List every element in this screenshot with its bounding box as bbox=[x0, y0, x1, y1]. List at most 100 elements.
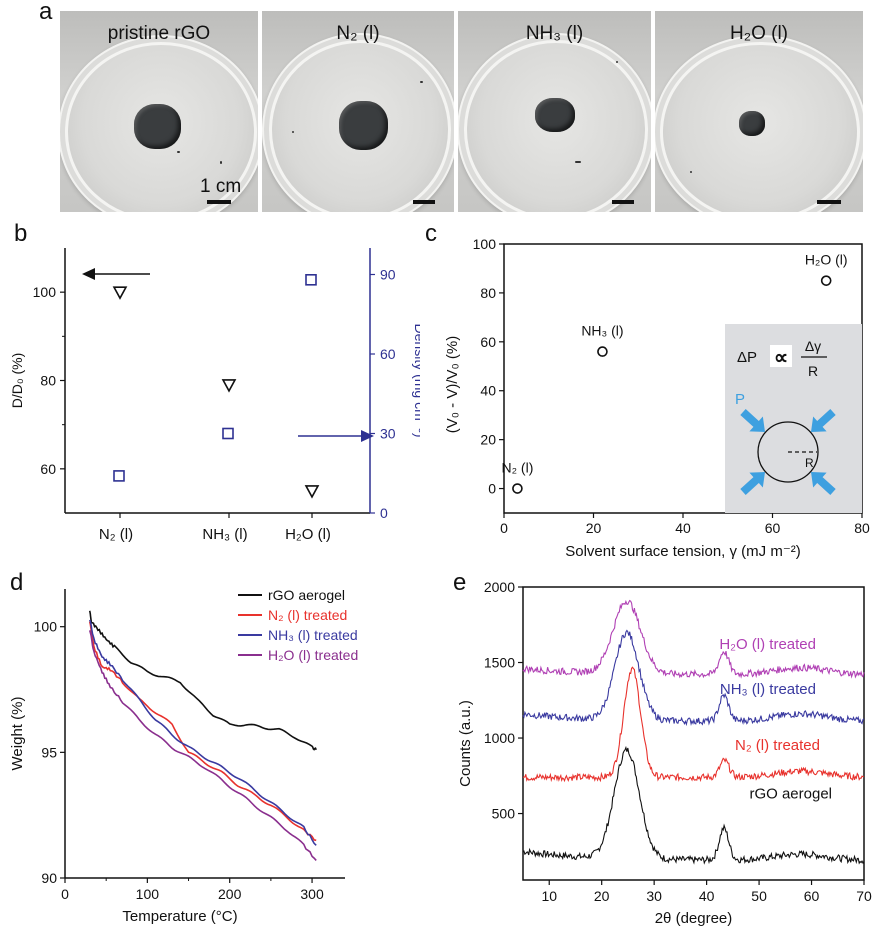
debris bbox=[690, 171, 692, 173]
panel-label-a: a bbox=[39, 0, 53, 25]
data-point bbox=[597, 346, 608, 357]
legend-label: NH₃ (l) treated bbox=[268, 627, 358, 643]
photo-title: pristine rGO bbox=[107, 23, 211, 44]
y-axis-label: D/D₀ (%) bbox=[9, 353, 25, 409]
photo-pristine-rgo: pristine rGO 1 cm bbox=[60, 11, 258, 212]
square-point bbox=[305, 273, 317, 286]
x-tick-label: 40 bbox=[675, 520, 691, 536]
point-label: H₂O (l) bbox=[805, 252, 848, 268]
data-point bbox=[820, 275, 832, 286]
xrd-trace bbox=[522, 666, 865, 783]
pressure-arrow bbox=[740, 472, 765, 495]
series-label: H₂O (l) treated bbox=[719, 636, 816, 653]
y-axis-label: Weight (%) bbox=[9, 697, 26, 771]
xrd-trace bbox=[522, 599, 865, 679]
debris bbox=[177, 151, 180, 153]
series-line bbox=[88, 630, 317, 861]
y-right-tick-label: 60 bbox=[380, 346, 396, 362]
x-tick-label: 70 bbox=[856, 888, 872, 904]
chart-b-shrinkage-density: 60 80 100 0 30 60 90 N₂ (l) NH₃ (l) H₂O (l) D/D₀ (… bbox=[9, 248, 420, 543]
x-tick-label: 0 bbox=[500, 520, 508, 536]
y-tick-label: 2000 bbox=[484, 579, 515, 595]
series-label: rGO aerogel bbox=[749, 785, 832, 802]
debris bbox=[616, 61, 618, 63]
pressure-arrow bbox=[740, 409, 765, 432]
point-label: NH₃ (l) bbox=[581, 323, 623, 339]
x-tick-label: 60 bbox=[804, 888, 820, 904]
y-right-axis-label: Density (mg cm⁻³) bbox=[412, 324, 420, 438]
plot-frame bbox=[522, 586, 865, 881]
arrow-right-head bbox=[361, 430, 374, 442]
y-right-tick-label: 0 bbox=[380, 505, 388, 521]
pressure-arrow bbox=[811, 409, 836, 432]
x-tick-label: 20 bbox=[586, 520, 602, 536]
aerogel-sample bbox=[535, 98, 575, 132]
x-tick-label: 100 bbox=[136, 886, 160, 902]
photo-title: N₂ (l) bbox=[336, 23, 380, 44]
x-tick-label: N₂ (l) bbox=[99, 526, 133, 543]
xrd-trace bbox=[522, 745, 865, 865]
x-tick-label: 40 bbox=[699, 888, 715, 904]
panel-label-c: c bbox=[425, 220, 437, 247]
photo-title: H₂O (l) bbox=[729, 23, 789, 44]
photo-title: NH₃ (l) bbox=[525, 23, 584, 44]
scale-bar bbox=[413, 200, 435, 204]
scale-bar bbox=[612, 200, 634, 204]
x-tick-label: NH₃ (l) bbox=[202, 526, 247, 543]
x-tick-label: 10 bbox=[541, 888, 557, 904]
y-axis-label: Counts (a.u.) bbox=[457, 700, 474, 787]
triangle-point bbox=[221, 379, 237, 393]
proportional-bg bbox=[770, 345, 792, 367]
y-tick-label: 20 bbox=[480, 432, 496, 448]
proportional-symbol: ∝ bbox=[774, 347, 788, 369]
chart-e-xrd: 10 20 30 40 50 60 70 500 1000 1500 2000 2θ (degree)… bbox=[457, 579, 872, 927]
y-tick-label: 80 bbox=[480, 285, 496, 301]
y-tick-label: 60 bbox=[480, 334, 496, 350]
x-tick-label: H₂O (l) bbox=[285, 526, 331, 543]
y-tick-label: 1000 bbox=[484, 730, 515, 746]
scale-bar bbox=[817, 200, 841, 204]
y-tick-label: 60 bbox=[40, 461, 56, 477]
point-label: N₂ (l) bbox=[501, 460, 533, 476]
data-point bbox=[512, 483, 523, 494]
y-tick-label: 90 bbox=[41, 870, 57, 886]
chart-d-tga: 0 100 200 300 90 95 100 Temperature (°C) Weight … bbox=[9, 587, 358, 925]
aerogel-sample bbox=[134, 104, 181, 149]
scale-bar-label: 1 cm bbox=[200, 176, 242, 197]
y-tick-label: 40 bbox=[480, 383, 496, 399]
x-tick-label: 0 bbox=[61, 886, 69, 902]
series-line bbox=[88, 621, 317, 842]
debris bbox=[575, 161, 581, 163]
y-tick-label: 100 bbox=[473, 236, 497, 252]
panel-label-b: b bbox=[14, 220, 28, 247]
x-axis-label: Temperature (°C) bbox=[122, 908, 237, 925]
arrow-left-head bbox=[82, 268, 95, 280]
y-tick-label: 1500 bbox=[484, 655, 515, 671]
debris bbox=[292, 131, 294, 133]
y-tick-label: 95 bbox=[41, 744, 57, 760]
panel-label-d: d bbox=[10, 569, 24, 596]
debris bbox=[220, 161, 222, 164]
pressure-arrow bbox=[811, 472, 836, 495]
chart-c-volume-vs-tension: 0 20 40 60 80 0 20 40 60 80 100 Solvent surface ten… bbox=[444, 236, 870, 560]
photo-n2: N₂ (l) bbox=[262, 11, 454, 212]
square-point bbox=[222, 427, 234, 440]
square-point bbox=[113, 470, 125, 482]
inset-numerator: Δγ bbox=[805, 338, 821, 354]
xrd-trace bbox=[522, 629, 865, 727]
y-tick-label: 80 bbox=[40, 373, 56, 389]
panel-label-e: e bbox=[453, 569, 467, 596]
inset-delta-p: ΔP bbox=[737, 349, 757, 366]
y-right-tick-label: 30 bbox=[380, 426, 396, 442]
legend-label: H₂O (l) treated bbox=[268, 647, 358, 663]
series-line bbox=[88, 610, 317, 751]
inset-denominator: R bbox=[808, 363, 818, 379]
x-tick-label: 80 bbox=[854, 520, 870, 536]
bubble-circle bbox=[757, 421, 819, 483]
radius-label: R bbox=[805, 456, 814, 470]
legend-label: rGO aerogel bbox=[268, 587, 345, 603]
x-tick-label: 20 bbox=[594, 888, 610, 904]
x-axis-label: 2θ (degree) bbox=[655, 910, 733, 927]
y-right-tick-label: 90 bbox=[380, 267, 396, 283]
y-tick-label: 100 bbox=[33, 284, 57, 300]
